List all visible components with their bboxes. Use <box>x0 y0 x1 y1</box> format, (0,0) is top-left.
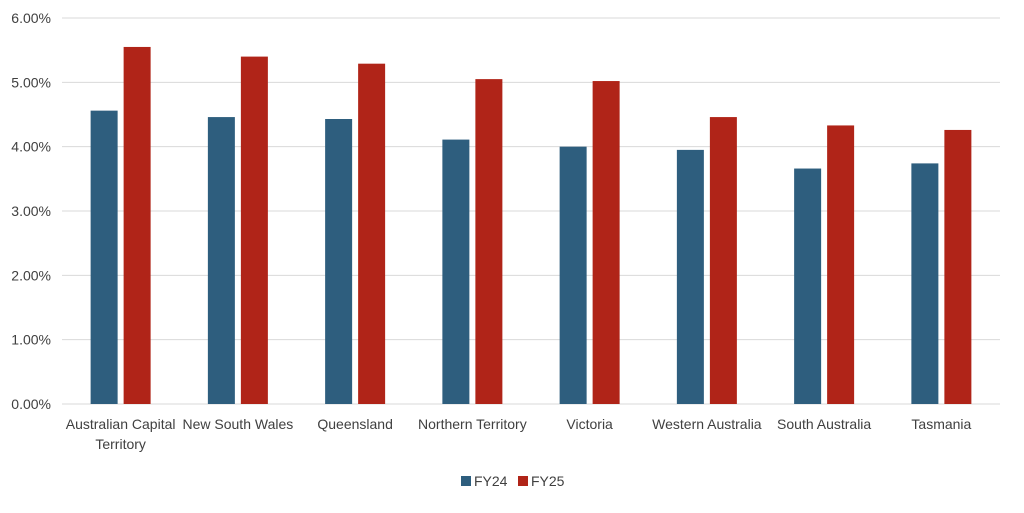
y-tick-label: 0.00% <box>11 396 51 412</box>
bar-fy24 <box>559 146 587 404</box>
y-axis-ticks: 0.00% 1.00% 2.00% 3.00% 4.00% 5.00% 6.00% <box>11 10 51 412</box>
bars <box>90 46 972 405</box>
bar-fy24 <box>794 168 822 404</box>
y-tick-label: 4.00% <box>11 139 51 155</box>
x-category-label: Victoria <box>566 416 613 432</box>
bar-fy25 <box>709 117 737 404</box>
bar-fy24 <box>442 139 470 404</box>
bar-fy25 <box>358 63 386 404</box>
bar-fy25 <box>592 81 620 405</box>
x-category-label: Territory <box>95 436 146 452</box>
bar-fy24 <box>207 117 235 404</box>
legend-label-fy24: FY24 <box>474 473 508 489</box>
bar-fy25 <box>944 129 972 404</box>
legend-label-fy25: FY25 <box>531 473 565 489</box>
bar-fy25 <box>240 56 268 404</box>
x-axis-categories: Australian Capital Territory New South Wal… <box>66 416 972 452</box>
y-tick-label: 5.00% <box>11 74 51 90</box>
x-category-label: Northern Territory <box>418 416 527 432</box>
bar-fy24 <box>676 149 704 404</box>
x-category-label: Queensland <box>317 416 393 432</box>
bar-fy24 <box>325 119 353 405</box>
gridlines <box>62 17 1000 405</box>
legend-swatch-fy25 <box>518 476 528 486</box>
bar-fy25 <box>475 79 503 404</box>
x-category-label: New South Wales <box>183 416 294 432</box>
y-tick-label: 6.00% <box>11 10 51 26</box>
y-tick-label: 2.00% <box>11 267 51 283</box>
legend: FY24 FY25 <box>461 473 565 489</box>
x-category-label: Australian Capital <box>66 416 176 432</box>
bar-fy24 <box>90 110 118 404</box>
legend-swatch-fy24 <box>461 476 471 486</box>
x-category-label: Western Australia <box>652 416 762 432</box>
bar-fy24 <box>911 163 939 404</box>
bar-fy25 <box>123 46 151 404</box>
y-tick-label: 1.00% <box>11 332 51 348</box>
y-tick-label: 3.00% <box>11 203 51 219</box>
x-category-label: Tasmania <box>911 416 971 432</box>
x-category-label: South Australia <box>777 416 871 432</box>
bar-fy25 <box>827 125 855 404</box>
